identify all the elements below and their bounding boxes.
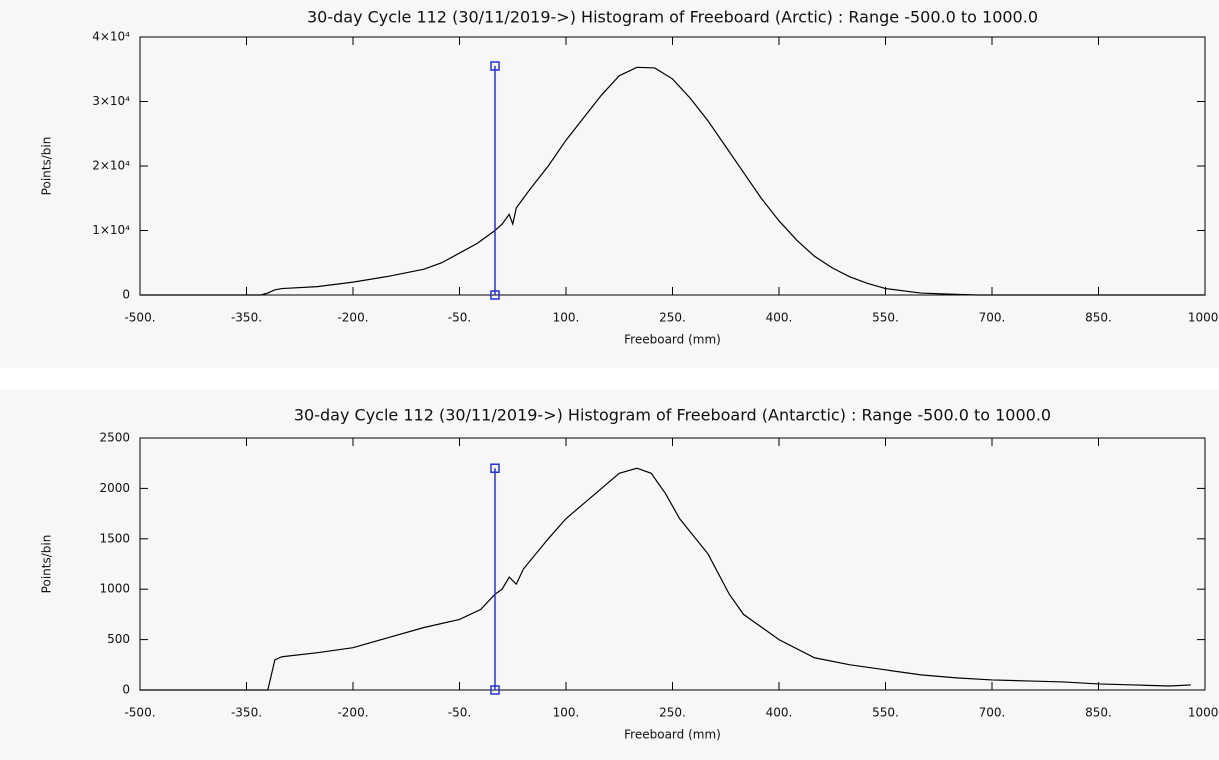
y-tick-label: 1500 — [99, 531, 130, 545]
marker-square — [490, 685, 500, 695]
panel-background — [0, 390, 1219, 760]
x-tick-label: -200. — [337, 311, 368, 325]
x-tick-label: 700. — [979, 706, 1006, 720]
y-axis-label: Points/bin — [40, 137, 54, 196]
y-tick-label: 2500 — [99, 431, 130, 445]
x-tick-label: -500. — [124, 311, 155, 325]
x-tick-label: -500. — [124, 706, 155, 720]
x-tick-label: -200. — [337, 706, 368, 720]
histogram-line — [140, 66, 1205, 296]
x-tick-label: 100. — [553, 706, 580, 720]
y-tick-label: 4×10⁴ — [92, 30, 130, 44]
x-tick-label: 100. — [553, 311, 580, 325]
chart-title: 30-day Cycle 112 (30/11/2019->) Histogra… — [307, 8, 1038, 27]
x-tick-label: 250. — [659, 311, 686, 325]
x-tick-label: 1000. — [1188, 706, 1219, 720]
x-tick-label: -350. — [231, 311, 262, 325]
x-tick-label: 550. — [872, 706, 899, 720]
x-tick-label: 1000. — [1188, 311, 1219, 325]
x-tick-label: 850. — [1085, 311, 1112, 325]
y-tick-label: 0 — [122, 288, 130, 302]
x-tick-label: 400. — [766, 311, 793, 325]
x-axis-label: Freeboard (mm) — [624, 333, 721, 347]
x-tick-label: -50. — [448, 706, 471, 720]
x-tick-label: 850. — [1085, 706, 1112, 720]
y-tick-label: 2000 — [99, 481, 130, 495]
marker-square — [490, 463, 500, 473]
y-tick-label: 1×10⁴ — [92, 223, 130, 237]
x-tick-label: -350. — [231, 706, 262, 720]
y-axis-label: Points/bin — [40, 535, 54, 594]
x-tick-label: 250. — [659, 706, 686, 720]
x-axis-label: Freeboard (mm) — [624, 728, 721, 742]
panel-background — [0, 0, 1219, 368]
chart-title: 30-day Cycle 112 (30/11/2019->) Histogra… — [294, 406, 1051, 425]
x-tick-label: 550. — [872, 311, 899, 325]
marker-square — [490, 61, 500, 71]
y-tick-label: 1000 — [99, 582, 130, 596]
x-tick-label: -50. — [448, 311, 471, 325]
marker-square — [490, 290, 500, 300]
y-tick-label: 3×10⁴ — [92, 94, 130, 108]
x-tick-label: 700. — [979, 311, 1006, 325]
histogram-line — [140, 467, 1191, 691]
y-tick-label: 500 — [107, 632, 130, 646]
y-tick-label: 0 — [122, 683, 130, 697]
y-tick-label: 2×10⁴ — [92, 159, 130, 173]
x-tick-label: 400. — [766, 706, 793, 720]
